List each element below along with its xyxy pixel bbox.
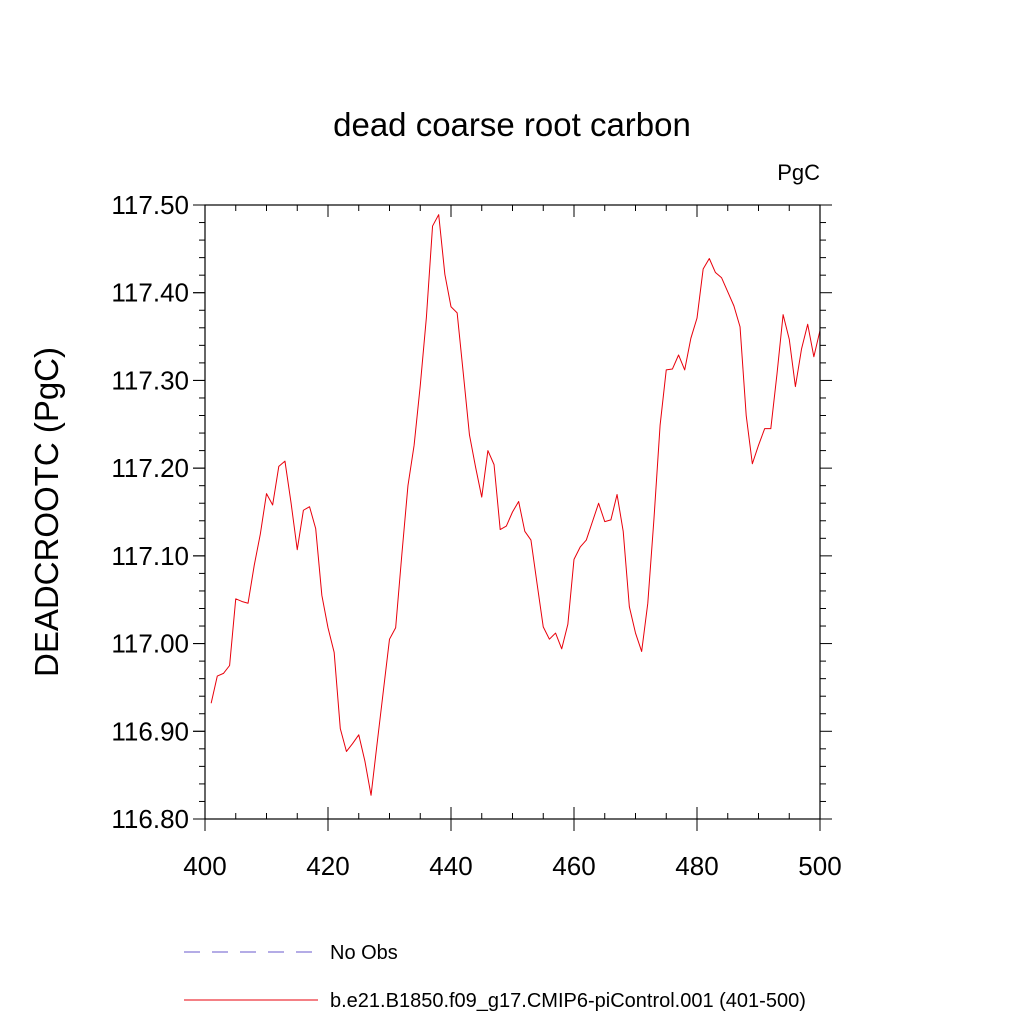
- series-line: [210, 214, 821, 796]
- axis-ticks: [193, 204, 832, 831]
- legend-label: No Obs: [330, 942, 398, 964]
- units-label: PgC: [777, 160, 820, 185]
- x-tick-label: 500: [798, 851, 841, 881]
- y-tick-label: 117.30: [111, 365, 189, 395]
- x-tick-label: 420: [306, 851, 349, 881]
- y-tick-label: 117.10: [111, 541, 189, 571]
- legend-item: b.e21.B1850.f09_g17.CMIP6-piControl.001 …: [184, 990, 806, 1012]
- y-tick-label: 117.20: [111, 453, 189, 483]
- y-tick-label: 116.80: [111, 804, 189, 834]
- legend-item: No Obs: [184, 942, 398, 964]
- x-tick-label: 440: [429, 851, 472, 881]
- x-tick-label: 480: [675, 851, 718, 881]
- x-tick-label: 400: [183, 851, 226, 881]
- x-tick-label: 460: [552, 851, 595, 881]
- y-tick-label: 117.00: [111, 629, 189, 659]
- series-layer: [210, 214, 821, 796]
- chart-title: dead coarse root carbon: [333, 106, 691, 143]
- legend-label: b.e21.B1850.f09_g17.CMIP6-piControl.001 …: [330, 990, 806, 1012]
- tick-labels: 400 420 440 460 480 500 116.80 116.90 117.00 117.…: [111, 190, 841, 881]
- y-tick-label: 117.50: [111, 190, 189, 220]
- y-axis-label: DEADCROOTC (PgC): [28, 347, 65, 677]
- legend: No Obs b.e21.B1850.f09_g17.CMIP6-piContro…: [184, 942, 806, 1012]
- y-tick-label: 116.90: [111, 716, 189, 746]
- plot-frame: [204, 204, 821, 820]
- y-tick-label: 117.40: [111, 278, 189, 308]
